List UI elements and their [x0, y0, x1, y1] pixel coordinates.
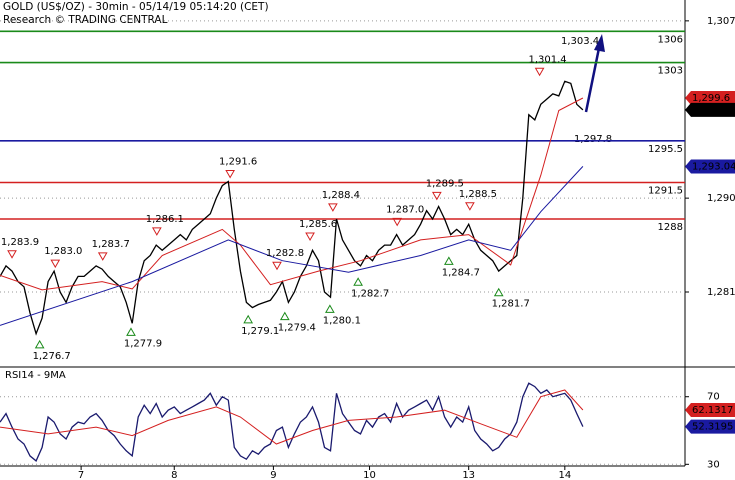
- low-label: 1,281.7: [492, 299, 530, 310]
- high-marker: [50, 259, 61, 269]
- high-label: 1,288.5: [459, 189, 497, 200]
- series-line: [0, 166, 584, 326]
- value-tag-label: 62.1317: [692, 405, 733, 416]
- low-marker: [243, 314, 254, 324]
- high-marker: [7, 250, 17, 259]
- value-tag: [685, 102, 735, 117]
- low-marker: [353, 277, 363, 286]
- note-label: 1,297.8: [574, 134, 612, 145]
- low-label: 1,282.7: [351, 288, 389, 299]
- high-marker: [305, 232, 315, 242]
- high-marker: [272, 261, 282, 271]
- high-label: 1,291.6: [219, 156, 257, 167]
- low-label: 1,276.7: [33, 351, 71, 362]
- low-marker: [443, 256, 454, 265]
- y-tick-label: 1,290: [707, 193, 735, 204]
- low-label: 1,279.1: [241, 326, 279, 337]
- high-label: 1,285.6: [299, 219, 337, 230]
- value-tag: [685, 91, 735, 106]
- value-tag: [685, 159, 735, 174]
- y-tick-label: 70: [707, 392, 720, 403]
- forecast-arrow: [584, 34, 605, 113]
- level-label: 1303: [658, 66, 683, 77]
- high-label: 1,282.8: [266, 248, 304, 259]
- high-marker: [392, 217, 403, 227]
- high-marker: [97, 252, 108, 261]
- value-tag-label: 1,293.04: [692, 161, 735, 172]
- high-marker: [151, 227, 162, 236]
- level-label: 1288: [658, 222, 683, 233]
- high-label: 1,283.9: [1, 237, 39, 248]
- high-label: 1,301.4: [529, 54, 567, 65]
- high-marker: [465, 202, 475, 211]
- high-marker: [431, 191, 442, 201]
- high-marker: [328, 203, 338, 212]
- arrow-head: [594, 34, 605, 52]
- low-marker: [493, 287, 504, 297]
- low-label: 1,279.4: [278, 323, 316, 334]
- high-label: 1,287.0: [386, 204, 424, 215]
- arrow-shaft: [584, 47, 601, 113]
- level-label: 1295.5: [648, 144, 683, 155]
- chart-title: GOLD (US$/OZ) - 30min - 05/14/19 05:14:2…: [3, 1, 269, 13]
- level-label: 1306: [658, 34, 683, 45]
- series-line: [0, 80, 584, 336]
- x-tick-label: 10: [363, 470, 376, 480]
- series-line: [0, 97, 584, 291]
- low-label: 1,284.7: [442, 267, 480, 278]
- x-tick-label: 14: [558, 470, 571, 480]
- y-tick-label: 1,281: [707, 287, 735, 298]
- series-line: [0, 382, 584, 462]
- level-label: 1291.5: [648, 186, 683, 197]
- value-tag-label: 1,299.6: [692, 93, 730, 104]
- series-line: [0, 389, 584, 445]
- value-tag-label: 52.3195: [692, 422, 733, 433]
- high-label: 1,288.4: [322, 190, 360, 201]
- note-label: 1,303.4: [561, 36, 599, 47]
- high-label: 1,289.5: [426, 178, 464, 189]
- x-tick-label: 7: [78, 470, 84, 480]
- value-tag-label: 1,298.46: [692, 105, 735, 116]
- x-tick-label: 13: [462, 470, 475, 480]
- low-marker: [34, 339, 45, 349]
- x-tick-label: 8: [171, 470, 177, 480]
- x-tick-label: 9: [270, 470, 276, 480]
- high-marker: [534, 67, 545, 77]
- high-marker: [225, 169, 235, 179]
- low-label: 1,277.9: [124, 338, 162, 349]
- low-marker: [325, 304, 335, 313]
- y-tick-label: 30: [707, 459, 720, 470]
- high-label: 1,286.1: [146, 214, 184, 225]
- y-tick-label: 1,307: [707, 16, 735, 27]
- low-label: 1,280.1: [323, 315, 361, 326]
- low-marker: [279, 311, 290, 321]
- value-tag: [685, 403, 735, 418]
- rsi-title: RSI14 - 9MA: [5, 370, 66, 381]
- value-tag: [685, 419, 735, 434]
- low-marker: [126, 327, 136, 336]
- chart-source: Research © TRADING CENTRAL: [3, 14, 168, 26]
- high-label: 1,283.7: [92, 239, 130, 250]
- high-label: 1,283.0: [44, 246, 82, 257]
